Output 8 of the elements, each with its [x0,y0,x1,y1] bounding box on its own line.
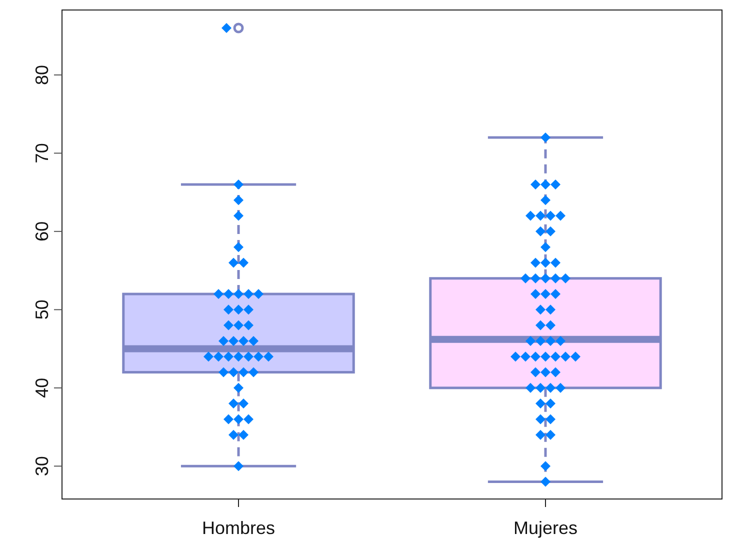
y-tick-label: 80 [32,64,52,85]
x-tick-label: Hombres [202,518,276,538]
x-tick-label: Mujeres [513,518,578,538]
y-tick-label: 40 [32,378,52,398]
y-tick-label: 30 [32,456,52,476]
y-tick-label: 70 [32,143,52,164]
y-tick-label: 50 [32,300,52,320]
y-tick-label: 60 [32,221,52,242]
